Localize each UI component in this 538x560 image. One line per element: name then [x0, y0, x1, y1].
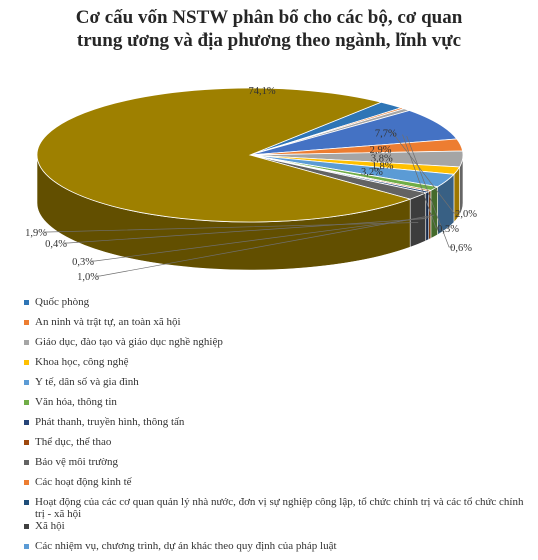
- legend-swatch: [24, 380, 29, 385]
- legend-item: Quốc phòng: [24, 296, 534, 308]
- legend-label: Xã hội: [35, 520, 65, 532]
- legend-item: Các hoạt động kinh tế: [24, 476, 534, 488]
- leader-line-8: [96, 214, 435, 277]
- leader-line-0: [391, 131, 458, 214]
- legend-swatch: [24, 300, 29, 305]
- legend-swatch: [24, 480, 29, 485]
- data-label-0: 2,0%: [455, 209, 477, 220]
- data-label-6: 1,8%: [372, 161, 394, 172]
- legend-swatch: [24, 440, 29, 445]
- data-label-4: 2,9%: [370, 145, 392, 156]
- legend-label: Bảo vệ môi trường: [35, 456, 118, 468]
- legend-item: An ninh và trật tự, an toàn xã hội: [24, 316, 534, 328]
- pie-labels: 2,0% 0,3% 0,6% 7,7% 2,9%3,8%1,8%3,2% 1,0% 0,3%…: [25, 86, 477, 283]
- legend-label: Các hoạt động kinh tế: [35, 476, 132, 488]
- leader-line-11: [44, 222, 419, 233]
- chart-title-line-1: Cơ cấu vốn NSTW phân bổ cho các bộ, cơ q…: [75, 7, 463, 28]
- legend-label: Khoa học, công nghệ: [35, 356, 129, 368]
- chart-title-line-2: trung ương và địa phương theo ngành, lĩn…: [76, 30, 462, 51]
- legend-label: Quốc phòng: [35, 296, 90, 308]
- legend-label: Thể dục, thể thao: [35, 436, 112, 448]
- data-label-11: 1,9%: [25, 228, 47, 239]
- legend-swatch: [24, 524, 29, 529]
- leader-line-9: [91, 216, 430, 262]
- legend-swatch: [24, 340, 29, 345]
- legend-item: Y tế, dân số và gia đình: [24, 376, 534, 388]
- legend-swatch: [24, 420, 29, 425]
- legend-item: Phát thanh, truyền hình, thông tấn: [24, 416, 534, 428]
- legend-swatch: [24, 544, 29, 549]
- data-label-2: 0,6%: [450, 243, 472, 254]
- legend-label: An ninh và trật tự, an toàn xã hội: [35, 316, 181, 328]
- legend-swatch: [24, 460, 29, 465]
- data-label-10: 0,4%: [45, 239, 67, 250]
- legend-item: Văn hóa, thông tin: [24, 396, 534, 408]
- legend-swatch: [24, 500, 29, 505]
- legend-label: Y tế, dân số và gia đình: [35, 376, 139, 388]
- legend-item: Hoạt động của các cơ quan quản lý nhà nư…: [24, 496, 534, 520]
- data-label-1: 0,3%: [437, 224, 459, 235]
- legend-swatch: [24, 320, 29, 325]
- leader-line-1: [402, 134, 440, 229]
- pie-slice-12: [36, 87, 412, 223]
- legend-item: Bảo vệ môi trường: [24, 456, 534, 468]
- data-label-9: 0,3%: [72, 257, 94, 268]
- leader-line-10: [64, 218, 428, 244]
- legend-label: Phát thanh, truyền hình, thông tấn: [35, 416, 185, 428]
- legend-swatch: [24, 400, 29, 405]
- chart-title: Cơ cấu vốn NSTW phân bổ cho các bộ, cơ q…: [0, 6, 538, 52]
- legend-item: Thể dục, thể thao: [24, 436, 534, 448]
- data-label-7: 3,2%: [361, 167, 383, 178]
- data-label-5: 3,8%: [371, 153, 393, 164]
- pie-slice-3: [249, 110, 458, 156]
- legend-item: Các nhiệm vụ, chương trình, dự án khác t…: [24, 540, 534, 552]
- legend-item: Khoa học, công nghệ: [24, 356, 534, 368]
- leader-line-2: [406, 135, 453, 248]
- pie-leader-lines: [44, 131, 458, 277]
- legend-label: Các nhiệm vụ, chương trình, dự án khác t…: [35, 540, 337, 552]
- legend-label: Giáo dục, đào tạo và giáo dục nghề nghiệ…: [35, 336, 223, 348]
- legend-swatch: [24, 360, 29, 365]
- pie-tops: [36, 87, 464, 223]
- pie-side-11: [409, 192, 427, 248]
- data-label-12: 74,1%: [248, 86, 275, 97]
- legend-label: Hoạt động của các cơ quan quản lý nhà nư…: [35, 496, 524, 520]
- legend-item: Xã hội: [24, 520, 534, 532]
- data-label-8: 1,0%: [77, 272, 99, 283]
- data-label-3: 7,7%: [375, 129, 397, 140]
- legend-label: Văn hóa, thông tin: [35, 396, 117, 408]
- chart-legend: Quốc phòng An ninh và trật tự, an toàn xã…: [24, 296, 534, 560]
- legend-item: Giáo dục, đào tạo và giáo dục nghề nghiệ…: [24, 336, 534, 348]
- pie-chart: 2,0% 0,3% 0,6% 7,7% 2,9%3,8%1,8%3,2% 1,0% 0,3%…: [25, 86, 477, 283]
